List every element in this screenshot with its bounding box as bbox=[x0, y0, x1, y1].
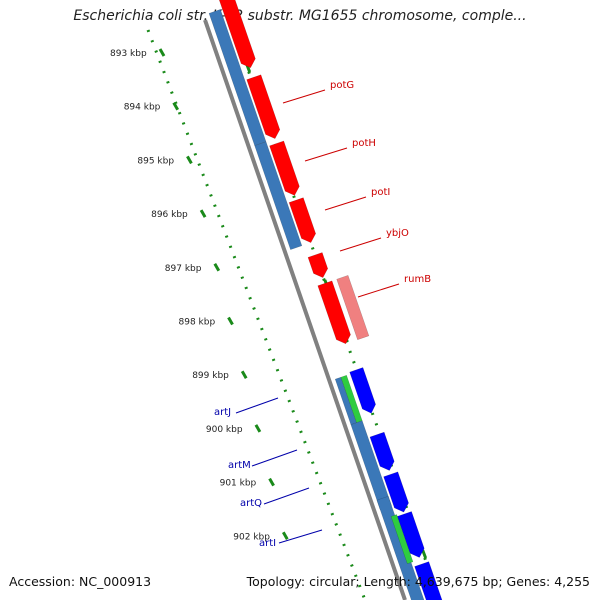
gene-arrow[interactable] bbox=[288, 197, 316, 243]
gene-label-artI[interactable]: artI bbox=[259, 538, 276, 549]
gene-leader-line bbox=[304, 147, 348, 162]
gene-label-potI[interactable]: potI bbox=[371, 187, 390, 198]
gene-label-rumB[interactable]: rumB bbox=[404, 274, 431, 285]
gene-leader-line bbox=[263, 487, 310, 505]
gene-arrow[interactable] bbox=[246, 74, 281, 139]
ruler-label: 893 kbp bbox=[110, 49, 147, 59]
gene-label-potH[interactable]: potH bbox=[352, 138, 376, 149]
gene-arrow[interactable] bbox=[317, 280, 351, 345]
chromosome-backbone bbox=[203, 19, 407, 600]
cds-forward-block[interactable] bbox=[254, 141, 303, 250]
ruler-tick bbox=[254, 424, 262, 433]
ruler-label: 900 kbp bbox=[206, 425, 243, 435]
ruler-tick bbox=[227, 316, 234, 326]
cds-forward-block[interactable] bbox=[376, 495, 425, 600]
gene-leader-line bbox=[235, 397, 279, 414]
gene-arrow[interactable] bbox=[218, 0, 256, 69]
ruler-tick bbox=[268, 477, 275, 487]
accession-text: Accession: NC_000913 bbox=[9, 574, 152, 589]
gene-arrow[interactable] bbox=[383, 471, 409, 513]
gene-leader-line bbox=[324, 196, 367, 211]
gene-green-block[interactable] bbox=[390, 514, 414, 565]
topology-summary: Topology: circular; Length: 4,639,675 bp… bbox=[246, 574, 590, 589]
ruler-tick bbox=[158, 48, 166, 57]
ruler-tick bbox=[172, 101, 180, 111]
ruler-tick bbox=[213, 263, 221, 272]
gene-arrow[interactable] bbox=[369, 431, 395, 471]
gene-leader-line bbox=[278, 529, 323, 544]
gene-leader-line bbox=[357, 283, 400, 298]
map-title: Escherichia coli str. K-12 substr. MG165… bbox=[73, 8, 527, 24]
gene-label-artJ[interactable]: artJ bbox=[214, 407, 231, 418]
gene-leader-line bbox=[282, 89, 326, 104]
ruler-tick bbox=[199, 209, 207, 218]
gene-green-block[interactable] bbox=[340, 374, 363, 423]
ruler-label: 902 kbp bbox=[233, 532, 270, 542]
gene-arrow[interactable] bbox=[349, 367, 376, 414]
ruler-tick bbox=[281, 531, 289, 541]
outer-tick-dash bbox=[421, 549, 428, 559]
ruler-tick bbox=[240, 370, 248, 379]
ruler-label: 896 kbp bbox=[151, 210, 188, 220]
ruler-tick bbox=[186, 155, 193, 165]
gene-label-potG[interactable]: potG bbox=[330, 80, 354, 91]
gene-leader-line bbox=[339, 237, 382, 252]
gene-block-pink[interactable] bbox=[336, 274, 370, 341]
gene-label-artM[interactable]: artM bbox=[228, 460, 251, 471]
gene-arrow[interactable] bbox=[269, 140, 300, 196]
ruler-label: 895 kbp bbox=[137, 156, 174, 166]
gene-arrow[interactable] bbox=[414, 561, 445, 600]
ruler-label: 899 kbp bbox=[192, 371, 229, 381]
gene-leader-line bbox=[251, 449, 298, 467]
ruler-label: 901 kbp bbox=[220, 479, 257, 489]
ruler-label: 894 kbp bbox=[124, 103, 161, 113]
gene-label-ybjO[interactable]: ybjO bbox=[386, 228, 409, 239]
gene-arrow[interactable] bbox=[307, 252, 329, 278]
ruler-label: 897 kbp bbox=[165, 264, 202, 274]
gene-label-artQ[interactable]: artQ bbox=[240, 498, 262, 509]
ruler-label: 898 kbp bbox=[179, 318, 216, 328]
